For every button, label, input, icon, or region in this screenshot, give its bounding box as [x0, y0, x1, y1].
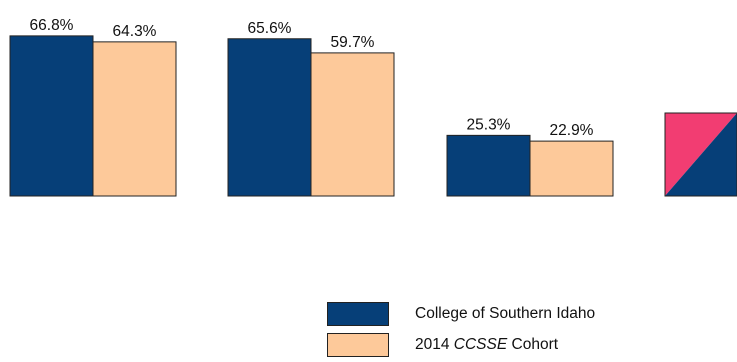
legend-label-cohort: 2014 CCSSE Cohort — [415, 336, 558, 354]
data-label-series2-group2: 59.7% — [331, 34, 375, 51]
bar-series1-group3 — [446, 134, 531, 197]
data-label-series2-group3: 22.9% — [550, 122, 594, 139]
data-label-series2-group1: 64.3% — [113, 23, 157, 40]
bar-series1-group2 — [227, 38, 312, 197]
bar-series2-group3 — [529, 140, 614, 197]
legend: College of Southern Idaho 2014 CCSSE Coh… — [327, 300, 595, 362]
legend-label-cohort-year: 2014 — [415, 336, 454, 353]
legend-label-cohort-rest: Cohort — [511, 336, 559, 353]
bar-chart: 66.8% 65.6% 25.3% 64.3% 59.7% 22.9% — [9, 17, 737, 197]
data-label-series1-group2: 65.6% — [248, 20, 292, 37]
bar-partial-outline — [664, 112, 737, 197]
legend-label-cohort-survey: CCSSE — [453, 336, 508, 353]
legend-item-cohort: 2014 CCSSE Cohort — [327, 331, 595, 359]
legend-swatch-cohort — [327, 333, 389, 357]
bar-series1-group1 — [9, 35, 94, 197]
bar-series2-group1 — [92, 41, 177, 197]
bar-partial-lower — [665, 113, 737, 196]
legend-label-college: College of Southern Idaho — [415, 305, 596, 322]
legend-item-college: College of Southern Idaho — [327, 300, 595, 328]
data-label-series1-group1: 66.8% — [30, 17, 74, 34]
bar-series2-group2 — [310, 52, 395, 197]
legend-swatch-college — [327, 302, 389, 326]
data-label-series1-group3: 25.3% — [467, 116, 511, 133]
